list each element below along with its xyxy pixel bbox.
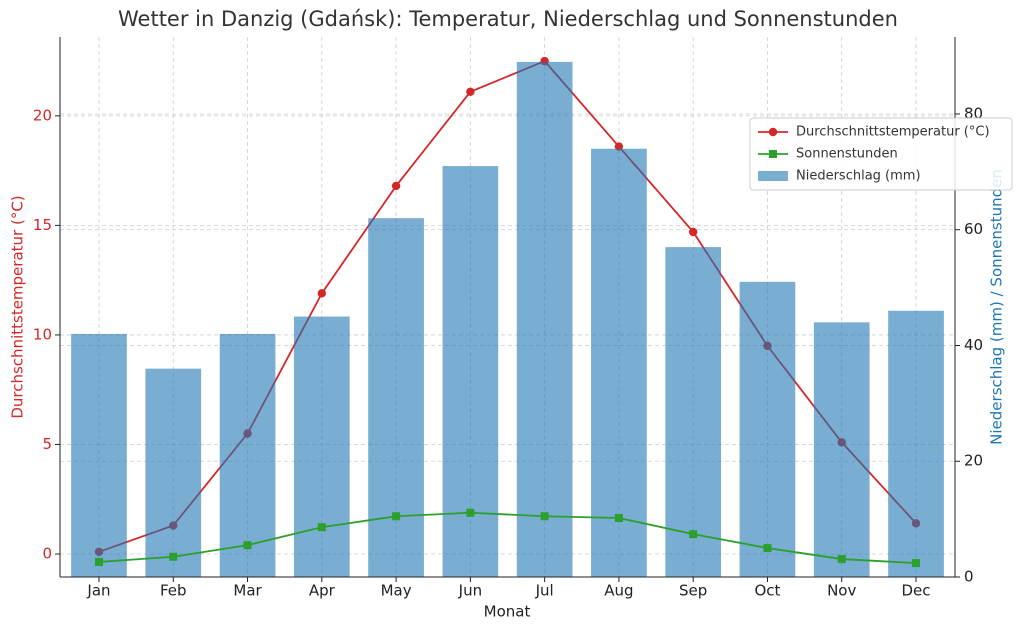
point [243,541,252,550]
x-tick-label: Apr [309,582,336,600]
x-tick-label: Nov [827,582,856,600]
y2-tick-label: 60 [964,220,983,238]
point [317,523,326,532]
y-tick-label: 15 [33,216,52,234]
y2-tick-label: 0 [964,568,974,586]
y2-tick-label: 40 [964,336,983,354]
bar [219,333,276,577]
point [466,508,475,517]
x-tick-label: Aug [604,582,633,600]
bar [591,148,647,578]
point [392,512,401,521]
point [94,557,103,566]
x-tick-label: Sep [679,582,707,600]
series-line [98,511,917,565]
x-tick-label: Feb [160,582,187,600]
point [689,530,698,539]
bar [665,247,722,577]
x-tick-label: May [381,582,412,600]
bar [739,281,796,577]
y-tick-label: 10 [33,325,52,343]
y-axis-label: Durchschnittstemperatur (°C) [9,195,27,418]
legend-box [749,117,1013,191]
x-tick-label: Mar [233,582,262,600]
legend-swatch [758,171,788,181]
point [912,559,921,568]
x-tick-label: Jan [86,582,110,600]
bar [442,166,499,578]
bar [368,218,424,577]
point [540,512,549,521]
legend-marker [768,127,778,137]
point [614,513,623,522]
x-tick-label: Jun [458,582,482,600]
point [317,289,327,298]
x-tick-label: Jul [535,582,554,600]
point [763,544,772,553]
point [466,87,475,96]
x-tick-label: Oct [754,582,780,600]
bar [888,310,944,577]
y2-tick-label: 20 [964,452,983,470]
point [688,227,698,237]
point [391,181,401,191]
legend-label: Sonnenstunden [796,147,898,162]
legend-marker [769,150,777,158]
y-tick-label: 5 [42,435,52,453]
bar [145,368,202,577]
bar [293,316,350,577]
y2-axis-label: Niederschlag (mm) / Sonnenstunden [988,169,1006,445]
legend-label: Durchschnittstemperatur (°C) [796,125,990,140]
bar [71,333,127,577]
legend-label: Niederschlag (mm) [796,169,921,184]
x-tick-label: Dec [901,582,930,600]
bar [813,322,870,577]
y-tick-label: 20 [33,106,52,124]
chart-title: Wetter in Danzig (Gdańsk): Temperatur, N… [118,7,898,31]
bar [516,61,573,578]
point [169,552,178,561]
point [614,142,624,151]
x-axis-label: Monat [484,603,531,621]
point [837,555,846,564]
y-tick-label: 0 [42,544,52,562]
